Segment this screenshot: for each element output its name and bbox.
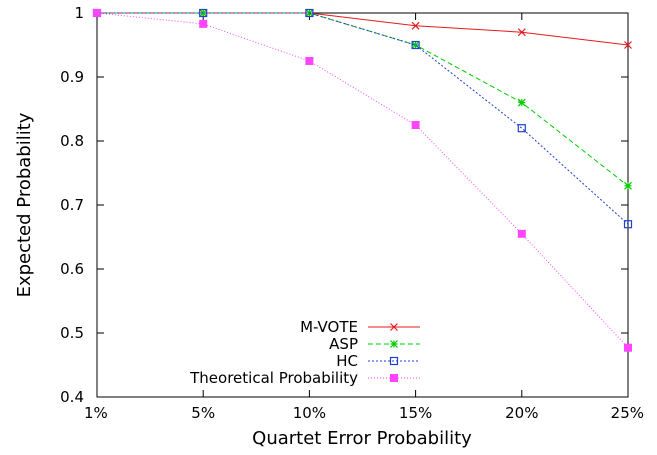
series-line: [96, 12, 629, 349]
open-square-marker: [305, 8, 314, 18]
x-marker: [411, 21, 420, 30]
series-3: [93, 9, 632, 352]
data-point: [199, 8, 208, 18]
filled-square-marker: [93, 9, 101, 17]
filled-square-marker: [624, 343, 632, 352]
legend-label: ASP: [329, 335, 358, 353]
filled-square-marker: [390, 374, 398, 382]
filled-square-marker: [517, 229, 526, 238]
legend-item: Theoretical Probability: [189, 369, 420, 387]
series-layer: [92, 8, 633, 352]
data-point: [624, 41, 632, 49]
x-tick-label: 1%: [84, 404, 108, 422]
star-marker: [411, 41, 420, 49]
data-point: [517, 124, 526, 133]
series-line: [97, 12, 629, 225]
x-tick-label: 15%: [399, 404, 432, 422]
x-marker: [390, 323, 398, 331]
y-axis-title: Expected Probability: [14, 112, 35, 297]
star-marker: [624, 181, 632, 190]
data-point: [411, 121, 420, 129]
open-square-marker: [199, 8, 208, 18]
y-tick-label: 0.8: [60, 132, 84, 150]
series-2: [92, 8, 633, 229]
x-tick-label: 10%: [293, 404, 326, 422]
y-tick-label: 0.9: [60, 68, 84, 86]
open-square-marker: [389, 356, 399, 366]
data-point: [517, 28, 526, 37]
legend-item: ASP: [329, 335, 420, 353]
x-axis-ticks: 1% 5% 10% 15% 20% 25%: [84, 13, 644, 422]
y-tick-label: 0.4: [60, 388, 84, 406]
legend-item: HC: [336, 352, 420, 370]
data-point: [624, 181, 632, 190]
legend-label: Theoretical Probability: [189, 369, 358, 387]
x-marker: [517, 28, 526, 37]
filled-square-marker: [305, 57, 314, 65]
plot-frame: [96, 12, 629, 398]
y-tick-label: 0.6: [60, 260, 84, 278]
series-1: [93, 9, 632, 190]
y-tick-label: 0.5: [60, 324, 84, 342]
filled-square-marker: [411, 121, 420, 129]
open-square-marker: [517, 124, 526, 133]
open-square-marker: [411, 40, 420, 50]
star-marker: [517, 98, 526, 107]
series-line: [97, 12, 629, 187]
data-point: [517, 229, 526, 238]
x-tick-label: 25%: [611, 404, 644, 422]
filled-square-marker: [199, 19, 208, 28]
data-point: [93, 9, 101, 17]
data-point: [199, 19, 208, 28]
x-marker: [624, 41, 632, 49]
data-point: [411, 41, 420, 49]
legend-item: M-VOTE: [300, 318, 420, 336]
legend-label: HC: [336, 352, 358, 370]
x-tick-label: 5%: [191, 404, 215, 422]
legend-label: M-VOTE: [300, 318, 358, 336]
x-tick-label: 20%: [505, 404, 538, 422]
x-axis-title: Quartet Error Probability: [252, 428, 472, 449]
data-point: [517, 98, 526, 107]
data-point: [623, 220, 633, 229]
data-point: [411, 21, 420, 30]
data-point: [624, 343, 632, 352]
data-point: [411, 40, 420, 50]
star-marker: [390, 340, 398, 348]
open-square-marker: [623, 220, 633, 229]
y-tick-label: 0.7: [60, 196, 84, 214]
y-tick-label: 1: [74, 4, 84, 22]
data-point: [305, 57, 314, 65]
data-point: [305, 8, 314, 18]
